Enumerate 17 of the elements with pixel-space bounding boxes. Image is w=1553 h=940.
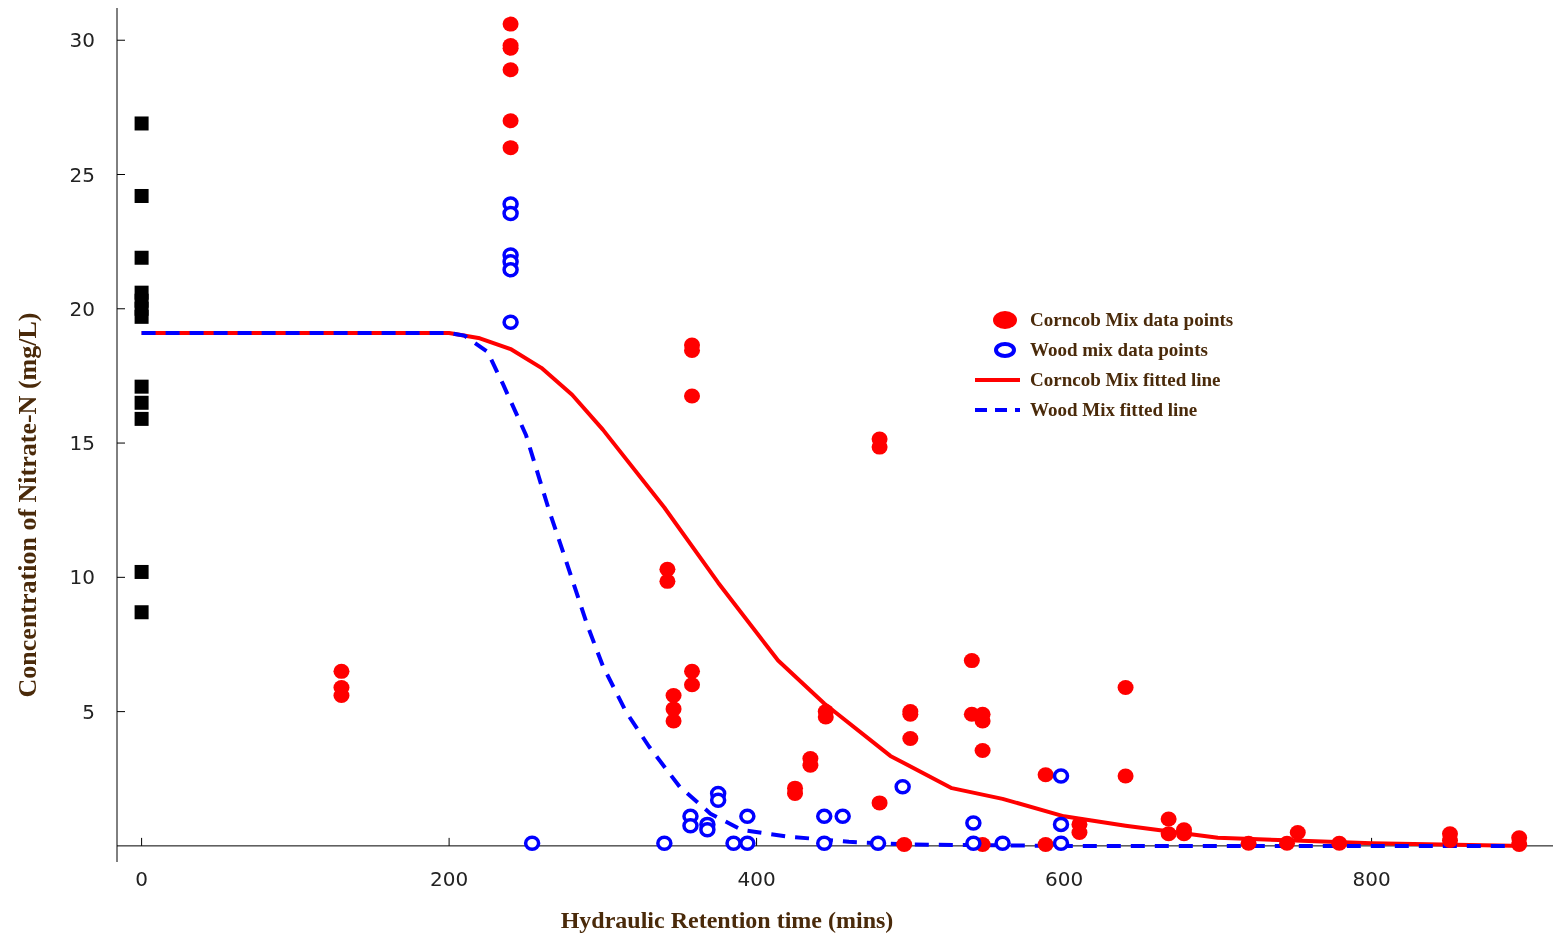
y-tick-label: 20: [69, 296, 95, 321]
legend-label: Corncob Mix fitted line: [1030, 369, 1221, 390]
legend-label: Wood mix data points: [1030, 339, 1208, 360]
y-tick-label: 15: [69, 431, 95, 456]
legend-label: Corncob Mix data points: [1030, 309, 1234, 330]
y-axis-title: Concentration of Nitrate-N (mg/L): [13, 312, 42, 698]
y-tick-label: 5: [82, 699, 95, 724]
y-tick-label: 10: [69, 565, 95, 590]
y-tick-label: 30: [69, 28, 95, 53]
x-tick-label: 800: [1352, 866, 1391, 891]
legend-label: Wood Mix fitted line: [1030, 399, 1198, 420]
x-tick-label: 200: [430, 866, 469, 891]
y-tick-label: 25: [69, 162, 95, 187]
x-tick-label: 400: [737, 866, 776, 891]
x-tick-label: 0: [135, 866, 148, 891]
x-tick-label: 600: [1044, 866, 1084, 891]
x-axis-title: Hydraulic Retention time (mins): [560, 907, 894, 933]
